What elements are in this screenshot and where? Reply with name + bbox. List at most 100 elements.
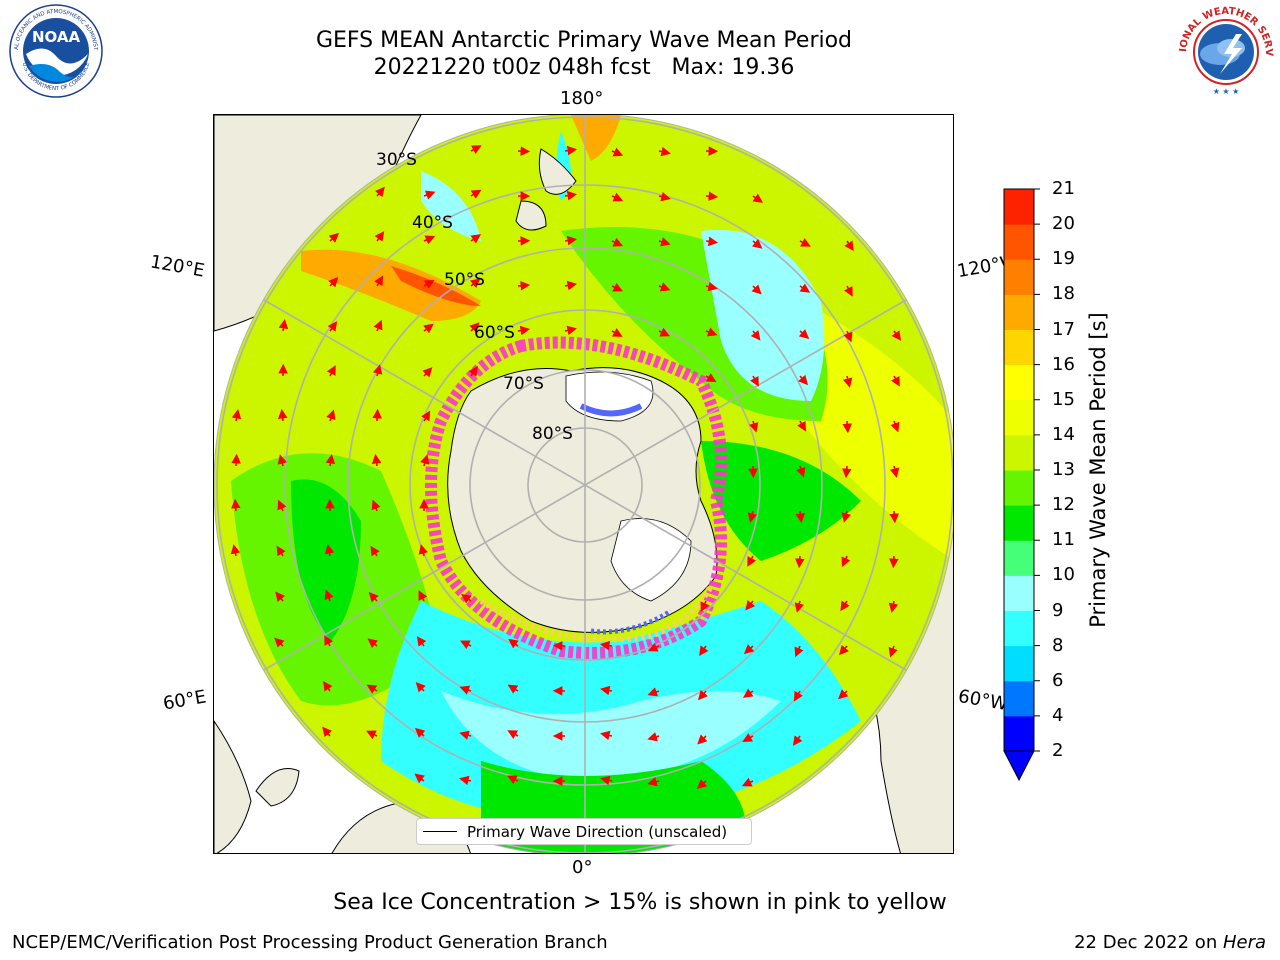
colorbar-band <box>1004 294 1034 330</box>
wave-direction-arrow <box>277 408 288 422</box>
legend-label: Primary Wave Direction (unscaled) <box>467 822 728 841</box>
wave-direction-arrow <box>274 637 285 648</box>
lon-label-60e: 60°E <box>161 686 208 715</box>
svg-text:★ ★ ★: ★ ★ ★ <box>1213 87 1240 96</box>
wave-direction-arrow <box>564 235 578 246</box>
lat-label-60s: 60°S <box>474 323 515 343</box>
wave-direction-arrow <box>891 375 900 387</box>
wave-direction-arrow <box>798 374 808 386</box>
wave-direction-arrow <box>325 453 336 467</box>
wave-direction-arrow <box>323 680 333 692</box>
wave-direction-arrow <box>841 510 851 523</box>
wave-direction-arrow <box>415 682 426 693</box>
wave-direction-arrow <box>231 408 242 422</box>
wave-direction-arrow <box>507 730 519 739</box>
wave-direction-arrows <box>230 145 902 832</box>
wave-direction-arrow <box>564 325 577 336</box>
wave-direction-arrow <box>752 193 764 203</box>
wave-direction-arrow <box>470 189 482 199</box>
madagascar-land <box>255 768 300 807</box>
colorbar-tick-label: 9 <box>1052 599 1064 621</box>
colorbar-band <box>1004 610 1034 647</box>
wave-direction-arrow <box>745 600 756 611</box>
wave-direction-arrow <box>699 645 709 657</box>
wave-direction-arrow <box>327 321 338 332</box>
map-svg <box>214 115 953 853</box>
wave-direction-arrow <box>611 237 624 247</box>
lat-label-80s: 80°S <box>532 424 573 444</box>
wave-direction-arrow <box>698 689 708 701</box>
wave-direction-arrow <box>843 285 853 297</box>
wave-direction-arrow <box>742 733 754 742</box>
wave-direction-arrow <box>418 590 428 602</box>
wave-direction-arrow <box>470 278 481 289</box>
wave-direction-arrow <box>611 192 624 202</box>
new-zealand-land <box>538 148 577 195</box>
wave-direction-arrow <box>367 638 378 649</box>
wave-direction-arrow <box>705 281 718 292</box>
wave-direction-arrow <box>423 323 434 334</box>
wave-direction-arrow <box>658 327 670 337</box>
wave-direction-arrow <box>658 237 671 247</box>
wave-direction-arrow <box>890 420 900 433</box>
lon-label-0: 0° <box>572 857 593 878</box>
wave-direction-arrow <box>838 689 849 700</box>
field-cyan-pacific <box>701 229 825 401</box>
wave-direction-arrow <box>418 544 428 557</box>
lat-label-40s: 40°S <box>412 213 453 233</box>
wave-direction-arrow <box>600 775 613 786</box>
wave-direction-arrow <box>371 453 382 467</box>
wave-direction-arrow <box>658 146 671 157</box>
wave-direction-arrow <box>231 453 241 467</box>
wave-direction-arrow <box>423 190 436 200</box>
lon-label-180: 180° <box>560 88 604 109</box>
colorbar-band <box>1004 680 1034 717</box>
wave-direction-arrow <box>700 600 710 612</box>
wave-direction-arrow <box>277 454 287 467</box>
wave-direction-arrow <box>749 420 759 433</box>
colorbar-band <box>1004 575 1034 611</box>
wave-direction-arrow <box>414 773 425 784</box>
wave-direction-arrow <box>416 636 427 647</box>
wave-direction-arrow <box>324 544 335 557</box>
wave-direction-arrow <box>795 555 805 569</box>
wave-direction-arrow <box>747 510 758 523</box>
colorbar-band <box>1004 540 1034 576</box>
wave-direction-arrow <box>423 235 436 245</box>
wave-direction-arrow <box>324 589 334 602</box>
wave-direction-arrow <box>459 775 472 786</box>
host-name: Hera <box>1222 932 1266 953</box>
colorbar-band <box>1004 224 1034 260</box>
colorbar-tick-label: 19 <box>1052 248 1075 270</box>
wave-direction-arrow <box>231 498 241 512</box>
wave-direction-arrow <box>889 555 899 569</box>
colorbar-tick-label: 2 <box>1052 740 1064 761</box>
wave-direction-arrow <box>889 465 900 478</box>
colorbar-band <box>1004 259 1034 295</box>
lat-label-50s: 50°S <box>444 270 485 290</box>
wave-direction-arrow <box>794 645 804 658</box>
colorbar-band <box>1004 189 1034 225</box>
wave-direction-arrow <box>420 454 430 467</box>
wave-direction-arrow <box>459 685 472 695</box>
colorbar-label: Primary Wave Mean Period [s] <box>1086 312 1110 628</box>
wave-direction-arrow <box>647 776 660 787</box>
wave-direction-arrow <box>461 593 472 604</box>
wave-direction-arrow <box>752 238 763 249</box>
field-orange-tasman <box>301 249 481 321</box>
wave-direction-arrow <box>324 635 334 647</box>
wave-direction-arrow <box>842 375 853 388</box>
wave-direction-arrow <box>371 499 381 512</box>
colorbar-band <box>1004 434 1034 471</box>
wave-direction-arrow <box>372 364 383 377</box>
lat-label-70s: 70°S <box>503 374 544 394</box>
wave-direction-arrow <box>839 644 849 656</box>
africa-west-land <box>214 720 252 853</box>
wave-direction-arrow <box>742 688 754 698</box>
wave-direction-arrow <box>600 730 613 741</box>
nws-logo: NATIONAL WEATHER SERVICE ★ ★ ★ <box>1176 4 1274 97</box>
wave-direction-arrow <box>374 275 384 287</box>
colorbar-band <box>1004 399 1034 436</box>
field-red-tasman <box>391 266 481 306</box>
wave-direction-arrow <box>891 330 902 341</box>
